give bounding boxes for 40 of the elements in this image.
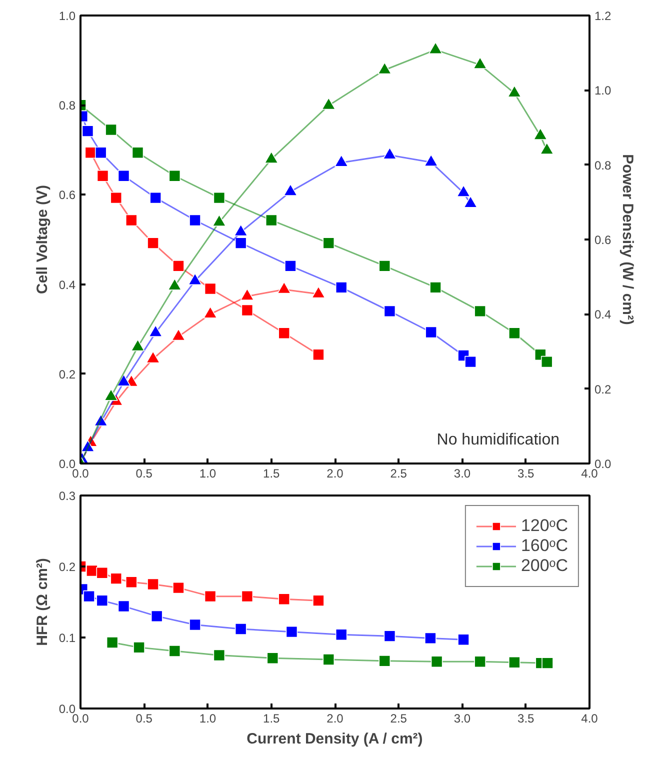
y2-tick-label: 0.4 — [594, 308, 612, 322]
x-tick-label: 3.0 — [454, 466, 471, 480]
x-tick-label: 1.5 — [263, 712, 280, 726]
y2-tick-label: 0.6 — [594, 233, 612, 247]
legend-label: 200ᵒC — [520, 556, 568, 576]
x-tick-label: 0.5 — [136, 712, 153, 726]
x-tick-label: 3.5 — [518, 466, 535, 480]
y-tick-label: 0.6 — [58, 188, 76, 202]
x-tick-label: 2.0 — [326, 466, 344, 480]
y-axis-title: HFR (Ω cm²) — [34, 558, 51, 646]
y-tick-label: 0.3 — [58, 489, 76, 503]
x-tick-label: 4.0 — [581, 466, 598, 480]
y-axis-title: Cell Voltage (V) — [34, 185, 51, 294]
x-axis-title: Current Density (A / cm²) — [246, 730, 423, 748]
y2-tick-label: 1.2 — [594, 9, 612, 23]
x-tick-label: 2.5 — [390, 466, 408, 480]
x-tick-label: 1.0 — [199, 466, 216, 480]
y-tick-label: 1.0 — [58, 9, 76, 23]
x-tick-label: 2.0 — [326, 712, 344, 726]
y-tick-label: 0.1 — [58, 631, 76, 645]
y-tick-label: 0.2 — [58, 367, 76, 382]
x-tick-label: 1.0 — [199, 712, 216, 726]
y-tick-label: 0.4 — [58, 278, 76, 292]
x-tick-label: 0.5 — [136, 466, 153, 480]
x-tick-label: 1.5 — [263, 466, 280, 480]
annotation: No humidification — [436, 432, 560, 448]
legend-label: 120ᵒC — [520, 516, 568, 536]
x-tick-label: 3.5 — [518, 712, 535, 726]
y2-tick-label: 0.8 — [594, 158, 612, 172]
y2-axis-title: Power Density (W / cm²) — [619, 154, 636, 325]
y2-tick-label: 1.0 — [594, 84, 612, 98]
x-tick-label: 2.5 — [390, 712, 408, 726]
y-tick-label: 0.2 — [58, 560, 76, 574]
x-tick-label: 0.0 — [72, 712, 90, 726]
x-tick-label: 0.0 — [72, 466, 90, 480]
x-tick-label: 4.0 — [581, 712, 598, 726]
y-tick-label: 0.8 — [58, 98, 76, 113]
legend-label: 160ᵒC — [520, 536, 568, 556]
x-tick-label: 3.0 — [454, 712, 471, 726]
y2-tick-label: 0.2 — [594, 382, 612, 396]
